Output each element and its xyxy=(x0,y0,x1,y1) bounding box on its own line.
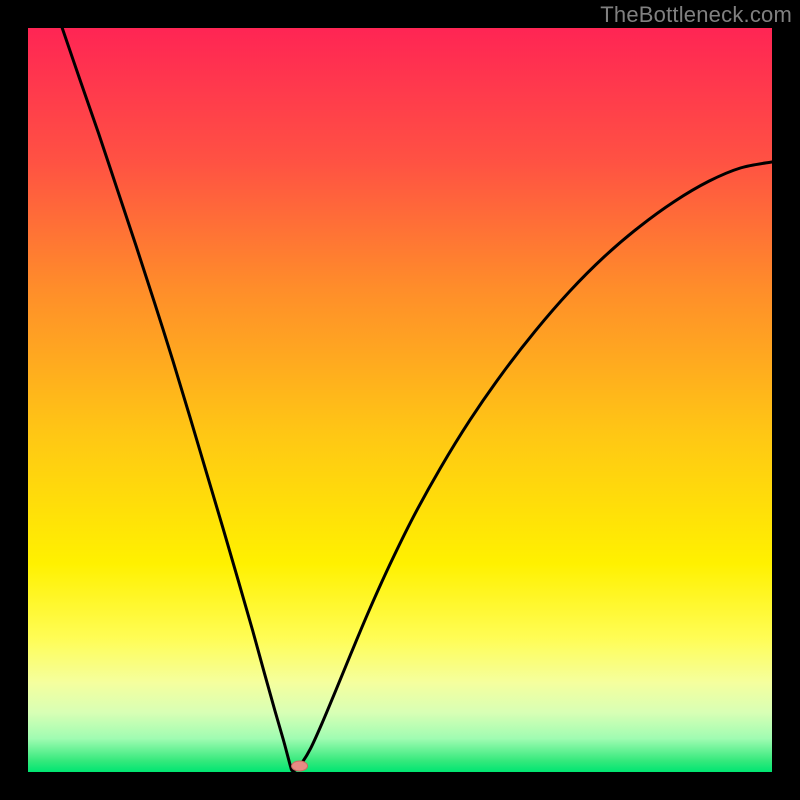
chart-container: TheBottleneck.com xyxy=(0,0,800,800)
plot-area xyxy=(28,28,772,772)
plot-svg xyxy=(28,28,772,772)
watermark-label: TheBottleneck.com xyxy=(600,2,792,28)
minimum-marker xyxy=(292,761,308,771)
gradient-background xyxy=(28,28,772,772)
